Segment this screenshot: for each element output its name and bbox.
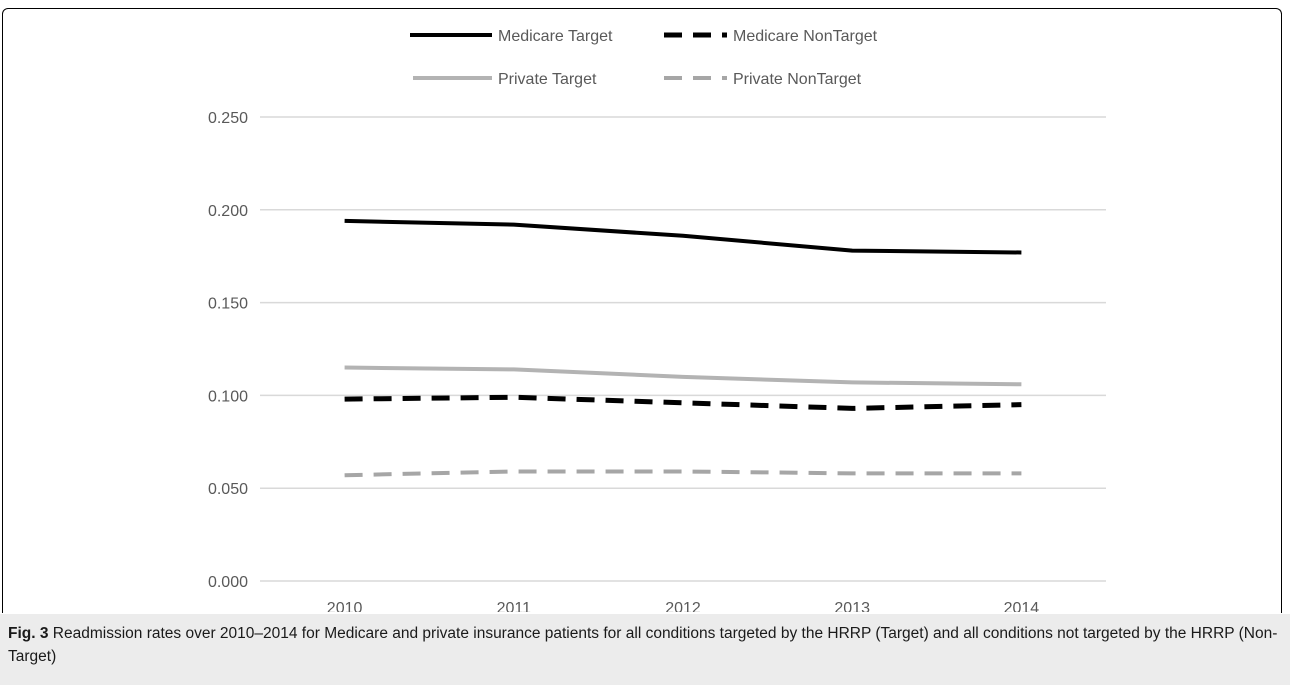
caption-text: Readmission rates over 2010–2014 for Med…	[8, 625, 1278, 665]
figure-caption: Fig. 3 Readmission rates over 2010–2014 …	[0, 614, 1290, 685]
series-line	[344, 218, 1022, 255]
legend-label: Private Target	[498, 71, 597, 88]
series-line	[344, 469, 1022, 478]
x-tick-label: 2011	[497, 600, 532, 612]
legend: Medicare Target Medicare NonTarget Private…	[410, 28, 878, 88]
gridlines	[260, 116, 1106, 582]
caption-label: Fig. 3	[8, 625, 49, 642]
y-tick-label: 0.100	[208, 388, 248, 405]
series-line	[344, 365, 1022, 387]
series-lines	[344, 218, 1022, 478]
x-tick-label: 2010	[327, 600, 363, 612]
legend-label: Medicare Target	[498, 28, 613, 45]
x-tick-label: 2013	[834, 600, 870, 612]
series-line	[344, 394, 1022, 411]
legend-label: Medicare NonTarget	[733, 28, 878, 45]
x-tick-label: 2012	[665, 600, 701, 612]
y-tick-label: 0.200	[208, 203, 248, 220]
y-tick-label: 0.050	[208, 481, 248, 498]
chart-frame	[2, 8, 1282, 613]
y-tick-label: 0.150	[208, 296, 248, 313]
x-axis-ticks: 2010 2011 2012 2013 2014	[327, 600, 1039, 612]
x-tick-label: 2014	[1004, 600, 1040, 612]
y-axis-ticks: 0.000 0.050 0.100 0.150 0.200 0.250	[208, 110, 248, 591]
y-tick-label: 0.250	[208, 110, 248, 127]
y-tick-label: 0.000	[208, 574, 248, 591]
legend-label: Private NonTarget	[733, 71, 862, 88]
